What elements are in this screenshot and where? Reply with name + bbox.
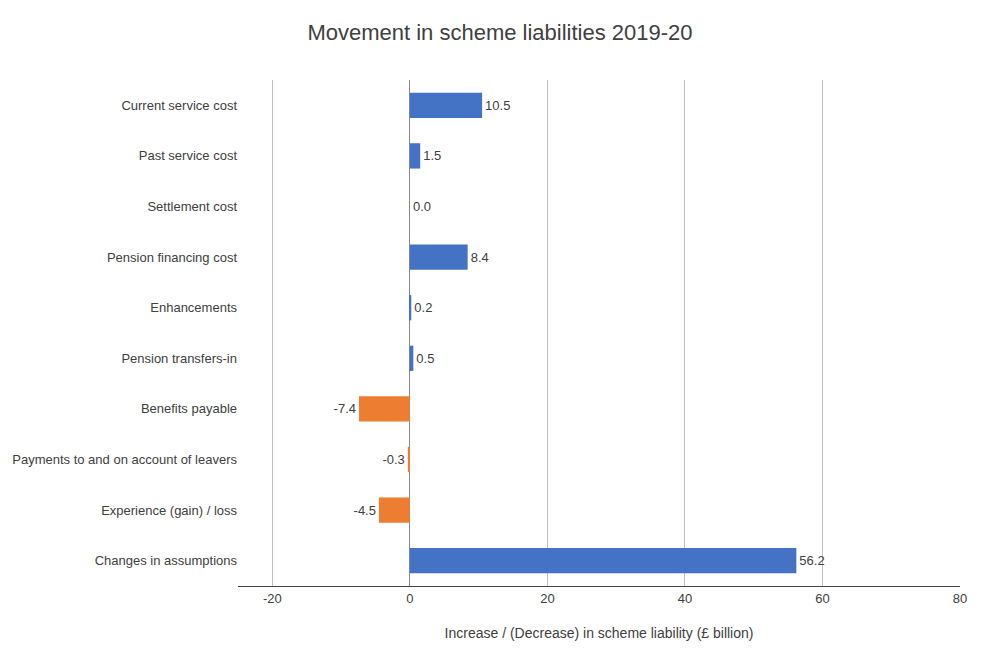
svg-text:-4.5: -4.5 <box>354 503 376 518</box>
svg-text:8.4: 8.4 <box>471 250 489 265</box>
svg-text:60: 60 <box>815 591 829 606</box>
svg-text:80: 80 <box>953 591 967 606</box>
svg-text:0: 0 <box>406 591 413 606</box>
svg-text:Pension transfers-in: Pension transfers-in <box>121 351 237 366</box>
svg-text:Experience (gain) / loss: Experience (gain) / loss <box>101 503 237 518</box>
svg-text:0.5: 0.5 <box>416 351 434 366</box>
svg-text:Increase / (Decrease) in schem: Increase / (Decrease) in scheme liabilit… <box>445 625 754 641</box>
svg-text:-0.3: -0.3 <box>382 452 404 467</box>
svg-text:Past service cost: Past service cost <box>139 148 238 163</box>
svg-text:40: 40 <box>678 591 692 606</box>
svg-text:Movement in scheme liabilities: Movement in scheme liabilities 2019-20 <box>307 20 692 45</box>
svg-text:Enhancements: Enhancements <box>150 300 237 315</box>
svg-text:20: 20 <box>540 591 554 606</box>
svg-text:Current service cost: Current service cost <box>121 98 237 113</box>
svg-text:-20: -20 <box>263 591 282 606</box>
svg-text:Payments to and on account of: Payments to and on account of leavers <box>12 452 237 467</box>
svg-text:0.0: 0.0 <box>413 199 431 214</box>
svg-text:56.2: 56.2 <box>799 553 824 568</box>
svg-text:Benefits payable: Benefits payable <box>141 401 237 416</box>
svg-text:Pension financing cost: Pension financing cost <box>107 250 237 265</box>
svg-text:10.5: 10.5 <box>485 98 510 113</box>
svg-text:1.5: 1.5 <box>423 148 441 163</box>
svg-text:Changes in assumptions: Changes in assumptions <box>95 553 238 568</box>
svg-text:0.2: 0.2 <box>414 300 432 315</box>
svg-text:-7.4: -7.4 <box>334 401 356 416</box>
svg-text:Settlement cost: Settlement cost <box>147 199 237 214</box>
